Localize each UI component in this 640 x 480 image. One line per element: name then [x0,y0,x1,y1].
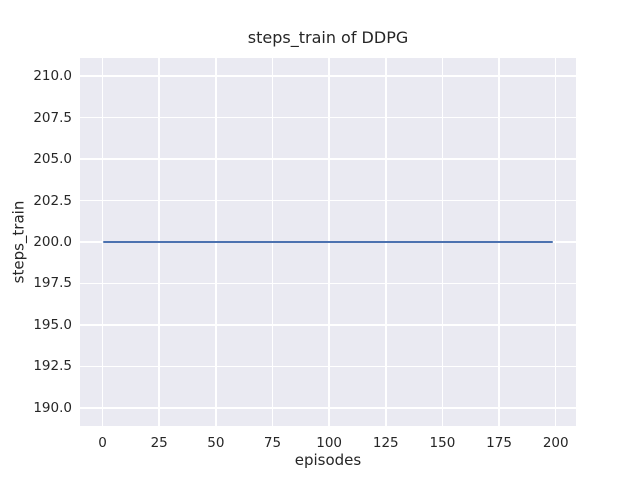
y-gridline [80,407,576,409]
x-tick-label: 50 [207,435,225,451]
x-tick-label: 175 [486,435,512,451]
x-tick-label: 25 [150,435,168,451]
chart-title: steps_train of DDPG [247,28,409,47]
y-tick-label: 192.5 [33,358,72,375]
y-gridline [80,158,576,160]
y-tick-label: 207.5 [33,109,72,126]
x-tick-label: 125 [372,435,399,451]
x-gridline [554,58,557,426]
y-gridline [80,282,576,285]
x-axis-label: episodes [294,451,362,469]
y-gridline [80,324,576,326]
y-tick-label: 200.0 [33,234,72,250]
x-tick-label: 200 [542,435,569,451]
y-tick-label: 210.0 [33,68,72,85]
plot-area [80,58,576,426]
y-gridline [80,199,576,202]
x-tick-label: 150 [429,435,456,451]
y-tick-label: 197.5 [33,275,72,292]
y-gridline [80,116,576,119]
x-tick-label: 0 [98,435,107,451]
y-tick-label: 195.0 [33,316,72,333]
data-line-steps_train [102,240,554,244]
y-gridline [80,75,576,77]
y-tick-label: 190.0 [33,399,72,416]
y-tick-label: 205.0 [33,151,72,168]
y-tick-label: 202.5 [33,192,72,209]
x-tick-label: 75 [263,435,282,451]
y-gridline [80,365,576,368]
x-tick-label: 100 [316,435,343,451]
